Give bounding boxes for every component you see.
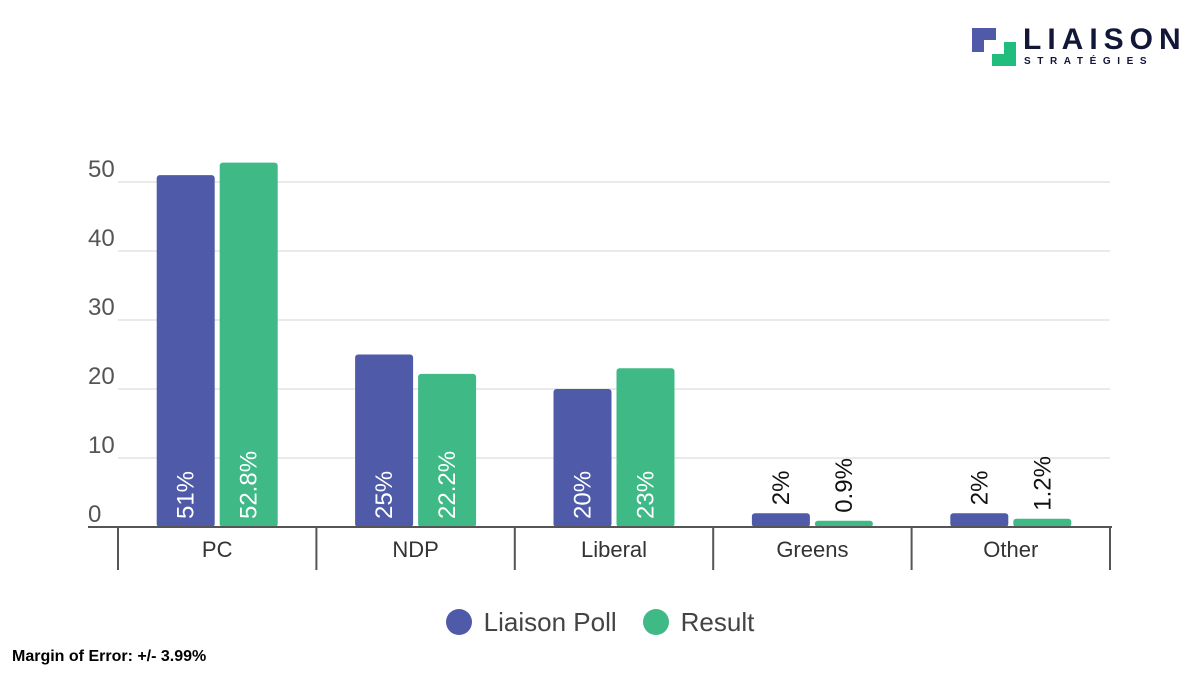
legend-label-result: Result <box>680 606 755 637</box>
data-label: 20% <box>570 471 597 519</box>
y-tick-label: 40 <box>88 225 115 252</box>
x-tick-label: PC <box>202 537 233 562</box>
data-label: 2% <box>768 471 795 506</box>
data-label: 22.2% <box>434 451 461 519</box>
bar-result-greens[interactable] <box>814 520 873 527</box>
bar-result-pc[interactable] <box>219 162 278 527</box>
data-label: 2% <box>966 471 993 506</box>
bar-liaison-poll-other[interactable] <box>950 513 1009 527</box>
data-label: 51% <box>173 471 200 519</box>
bar-result-ndp[interactable] <box>418 373 477 527</box>
legend-item-liaison-poll[interactable]: Liaison Poll <box>445 606 617 638</box>
bars <box>156 162 1072 528</box>
x-tick-label: Other <box>983 537 1038 562</box>
legend-swatch-result <box>642 609 669 635</box>
bar-liaison-poll-greens[interactable] <box>751 513 810 527</box>
legend-item-result[interactable]: Result <box>642 606 755 638</box>
logo-mark-icon <box>972 28 1016 66</box>
margin-of-error: Margin of Error: +/- 3.99% <box>12 648 207 665</box>
y-tick-label: 50 <box>88 156 115 183</box>
legend: Liaison Poll Result <box>0 602 1200 642</box>
x-axis: PC NDP Liberal Greens Other <box>88 526 1112 570</box>
logo-title: LIAISON <box>1023 23 1187 56</box>
data-label: 25% <box>371 471 398 519</box>
bar-liaison-poll-pc[interactable] <box>156 175 215 527</box>
logo-subtitle: STRATÉGIES <box>1024 56 1154 67</box>
x-tick-label: Greens <box>776 537 848 562</box>
x-tick-label: NDP <box>392 537 438 562</box>
y-tick-label: 20 <box>88 363 115 390</box>
y-tick-label: 0 <box>88 501 101 528</box>
legend-label-liaison-poll: Liaison Poll <box>483 606 617 637</box>
bar-liaison-poll-liberal[interactable] <box>553 389 612 527</box>
liaison-strategies-logo: LIAISON STRATÉGIES <box>970 23 1181 72</box>
bar-chart: 0 10 20 30 40 50 PC NDP Liberal Greens Other 51% 2… <box>88 156 1112 570</box>
bar-result-other[interactable] <box>1013 518 1072 527</box>
data-label: 23% <box>633 471 660 519</box>
data-label: 0.9% <box>831 458 858 513</box>
y-tick-label: 10 <box>88 432 115 459</box>
bar-liaison-poll-ndp[interactable] <box>355 354 414 528</box>
bar-result-liberal[interactable] <box>616 368 675 527</box>
data-label: 1.2% <box>1029 456 1056 511</box>
data-labels: 51% 25% 20% 2% 2% 52.8% 22.2% 23% 0.9% 1.2% <box>173 451 1057 519</box>
data-label: 52.8% <box>236 451 263 519</box>
gridlines <box>118 181 1110 459</box>
y-tick-label: 30 <box>88 294 115 321</box>
x-tick-label: Liberal <box>581 537 647 562</box>
legend-swatch-liaison-poll <box>445 609 472 635</box>
y-axis-ticks: 0 10 20 30 40 50 <box>88 156 115 528</box>
